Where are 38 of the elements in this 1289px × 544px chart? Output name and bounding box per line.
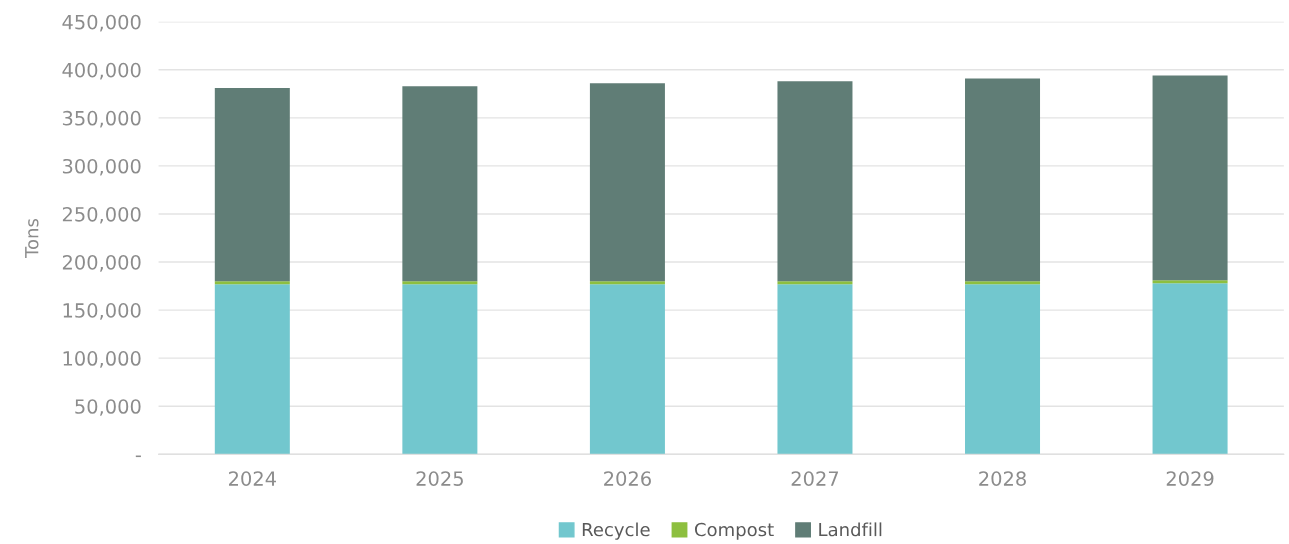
y-tick-label: 150,000 [63,303,141,320]
bar [589,281,665,285]
bar [965,281,1041,285]
bar [965,78,1041,282]
x-tick-label: 2025 [416,471,463,486]
y-axis-title: Tons [25,218,39,258]
y-tick-label: 350,000 [62,110,141,128]
y-tick-label: 250,000 [62,206,141,224]
y-tick-label: 50,000 [75,399,141,416]
bar [402,284,478,455]
y-tick-label: - [135,455,141,458]
bar [402,86,478,282]
bar [1152,75,1228,281]
bar [214,88,290,282]
bar [777,281,853,285]
legend-label: Compost [694,522,774,540]
x-tick-label: 2024 [229,471,276,486]
bar [214,281,290,285]
x-tick-label: 2027 [791,471,839,486]
bar [589,83,665,282]
y-tick-label: 300,000 [62,158,141,176]
y-tick-label: 400,000 [62,62,141,80]
bar [777,81,853,282]
x-tick-label: 2028 [979,471,1026,486]
legend-label: Landfill [819,522,882,537]
y-tick-label: 450,000 [62,14,141,32]
legend-label: Recycle [582,522,650,540]
bar [402,281,478,285]
bar [965,284,1041,455]
bar [214,284,290,455]
bar [777,284,853,455]
y-tick-label: 100,000 [63,351,141,368]
x-tick-label: 2026 [604,471,651,486]
y-tick-label: 200,000 [62,254,141,272]
bar [589,284,665,455]
bar [1152,280,1228,284]
x-tick-label: 2029 [1166,471,1214,486]
bar [1152,283,1228,455]
